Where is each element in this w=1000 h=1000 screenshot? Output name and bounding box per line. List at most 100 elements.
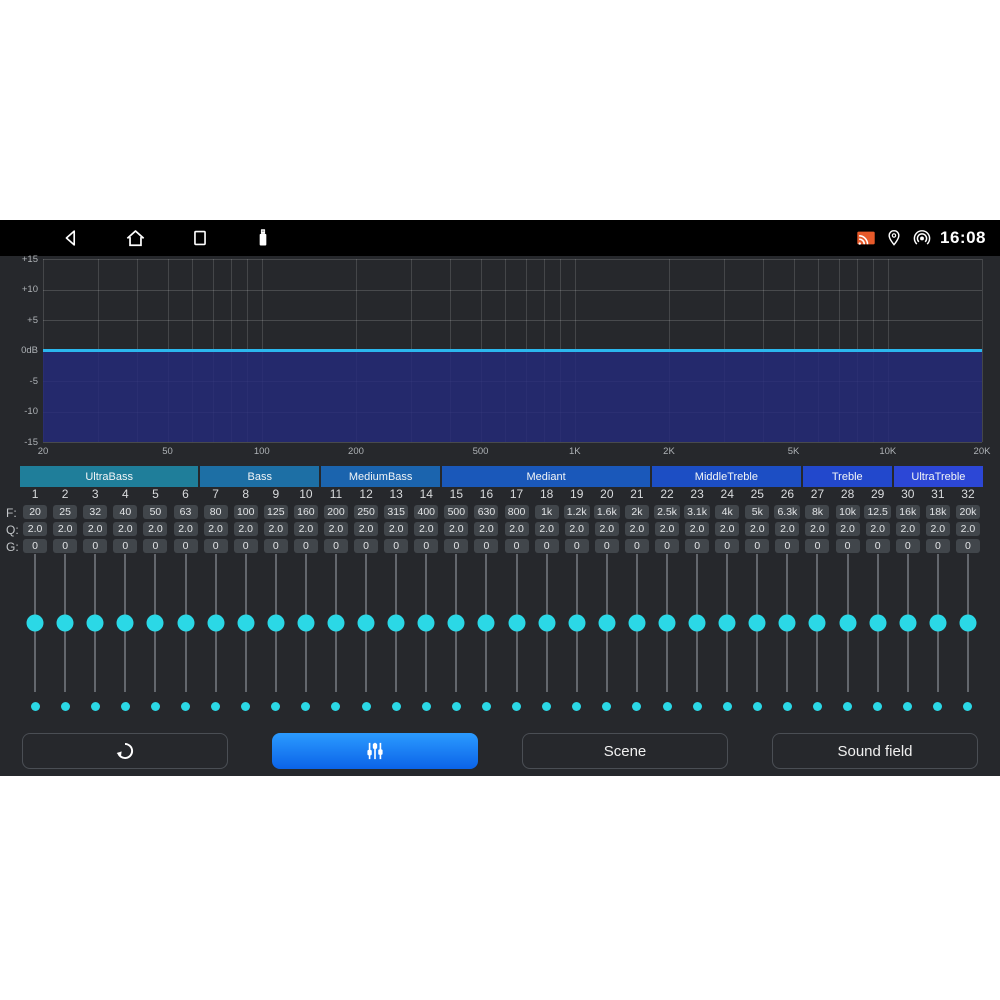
f-value-chip[interactable]: 250 <box>354 505 379 519</box>
gain-slider[interactable] <box>652 554 682 692</box>
slider-dot[interactable] <box>331 701 341 711</box>
g-value-chip[interactable]: 0 <box>564 539 589 553</box>
g-value-chip[interactable]: 0 <box>624 539 649 553</box>
gain-slider[interactable] <box>411 554 441 692</box>
f-value-chip[interactable]: 32 <box>83 505 108 519</box>
q-value-chip[interactable]: 2.0 <box>624 522 649 536</box>
gain-slider[interactable] <box>261 554 291 692</box>
gain-slider[interactable] <box>592 554 622 692</box>
q-value-chip[interactable]: 2.0 <box>23 522 48 536</box>
q-value-chip[interactable]: 2.0 <box>173 522 198 536</box>
band-segment-treble[interactable]: Treble <box>802 466 892 487</box>
slider-handle[interactable] <box>116 614 134 632</box>
slider-handle[interactable] <box>357 614 375 632</box>
q-value-chip[interactable]: 2.0 <box>685 522 710 536</box>
slider-dot[interactable] <box>120 701 130 711</box>
slider-handle[interactable] <box>387 614 405 632</box>
slider-handle[interactable] <box>748 614 766 632</box>
q-value-chip[interactable]: 2.0 <box>534 522 559 536</box>
f-value-chip[interactable]: 400 <box>414 505 439 519</box>
gain-slider[interactable] <box>291 554 321 692</box>
slider-handle[interactable] <box>839 614 857 632</box>
q-value-chip[interactable]: 2.0 <box>594 522 619 536</box>
f-value-chip[interactable]: 25 <box>53 505 78 519</box>
f-value-chip[interactable]: 8k <box>805 505 830 519</box>
f-value-chip[interactable]: 800 <box>504 505 529 519</box>
gain-slider[interactable] <box>893 554 923 692</box>
gain-slider[interactable] <box>441 554 471 692</box>
gain-slider[interactable] <box>532 554 562 692</box>
q-value-chip[interactable]: 2.0 <box>745 522 770 536</box>
f-value-chip[interactable]: 18k <box>925 505 950 519</box>
f-value-chip[interactable]: 63 <box>173 505 198 519</box>
q-value-chip[interactable]: 2.0 <box>474 522 499 536</box>
band-segment-mediumbass[interactable]: MediumBass <box>321 466 441 487</box>
q-value-chip[interactable]: 2.0 <box>865 522 890 536</box>
g-value-chip[interactable]: 0 <box>745 539 770 553</box>
gain-slider[interactable] <box>110 554 140 692</box>
f-value-chip[interactable]: 315 <box>384 505 409 519</box>
slider-handle[interactable] <box>146 614 164 632</box>
g-value-chip[interactable]: 0 <box>323 539 348 553</box>
q-value-chip[interactable]: 2.0 <box>775 522 800 536</box>
slider-dot[interactable] <box>301 701 311 711</box>
slider-handle[interactable] <box>658 614 676 632</box>
q-value-chip[interactable]: 2.0 <box>955 522 980 536</box>
slider-dot[interactable] <box>271 701 281 711</box>
g-value-chip[interactable]: 0 <box>895 539 920 553</box>
f-value-chip[interactable]: 2k <box>624 505 649 519</box>
slider-handle[interactable] <box>447 614 465 632</box>
slider-handle[interactable] <box>778 614 796 632</box>
g-value-chip[interactable]: 0 <box>444 539 469 553</box>
f-value-chip[interactable]: 4k <box>715 505 740 519</box>
gain-slider[interactable] <box>863 554 893 692</box>
f-value-chip[interactable]: 20 <box>23 505 48 519</box>
slider-handle[interactable] <box>417 614 435 632</box>
g-value-chip[interactable]: 0 <box>775 539 800 553</box>
slider-dot[interactable] <box>211 701 221 711</box>
slider-handle[interactable] <box>718 614 736 632</box>
gain-slider[interactable] <box>351 554 381 692</box>
equalizer-button[interactable] <box>272 733 478 769</box>
q-value-chip[interactable]: 2.0 <box>805 522 830 536</box>
f-value-chip[interactable]: 1k <box>534 505 559 519</box>
slider-handle[interactable] <box>508 614 526 632</box>
slider-handle[interactable] <box>628 614 646 632</box>
band-segment-ultratreble[interactable]: UltraTreble <box>893 466 983 487</box>
g-value-chip[interactable]: 0 <box>474 539 499 553</box>
gain-slider[interactable] <box>742 554 772 692</box>
f-value-chip[interactable]: 100 <box>233 505 258 519</box>
q-value-chip[interactable]: 2.0 <box>384 522 409 536</box>
f-value-chip[interactable]: 50 <box>143 505 168 519</box>
q-value-chip[interactable]: 2.0 <box>354 522 379 536</box>
g-value-chip[interactable]: 0 <box>955 539 980 553</box>
gain-slider[interactable] <box>321 554 351 692</box>
g-value-chip[interactable]: 0 <box>805 539 830 553</box>
g-value-chip[interactable]: 0 <box>655 539 680 553</box>
g-value-chip[interactable]: 0 <box>113 539 138 553</box>
reset-button[interactable] <box>22 733 228 769</box>
q-value-chip[interactable]: 2.0 <box>143 522 168 536</box>
gain-slider[interactable] <box>502 554 532 692</box>
gain-slider[interactable] <box>381 554 411 692</box>
slider-dot[interactable] <box>933 701 943 711</box>
gain-slider[interactable] <box>170 554 200 692</box>
f-value-chip[interactable]: 16k <box>895 505 920 519</box>
q-value-chip[interactable]: 2.0 <box>715 522 740 536</box>
slider-dot[interactable] <box>752 701 762 711</box>
gain-slider[interactable] <box>471 554 501 692</box>
q-value-chip[interactable]: 2.0 <box>203 522 228 536</box>
slider-dot[interactable] <box>150 701 160 711</box>
f-value-chip[interactable]: 20k <box>955 505 980 519</box>
slider-handle[interactable] <box>869 614 887 632</box>
g-value-chip[interactable]: 0 <box>414 539 439 553</box>
slider-handle[interactable] <box>327 614 345 632</box>
gain-slider[interactable] <box>923 554 953 692</box>
g-value-chip[interactable]: 0 <box>835 539 860 553</box>
gain-slider[interactable] <box>562 554 592 692</box>
band-segment-ultrabass[interactable]: UltraBass <box>20 466 199 487</box>
g-value-chip[interactable]: 0 <box>293 539 318 553</box>
f-value-chip[interactable]: 500 <box>444 505 469 519</box>
slider-handle[interactable] <box>267 614 285 632</box>
back-icon[interactable] <box>60 227 82 249</box>
